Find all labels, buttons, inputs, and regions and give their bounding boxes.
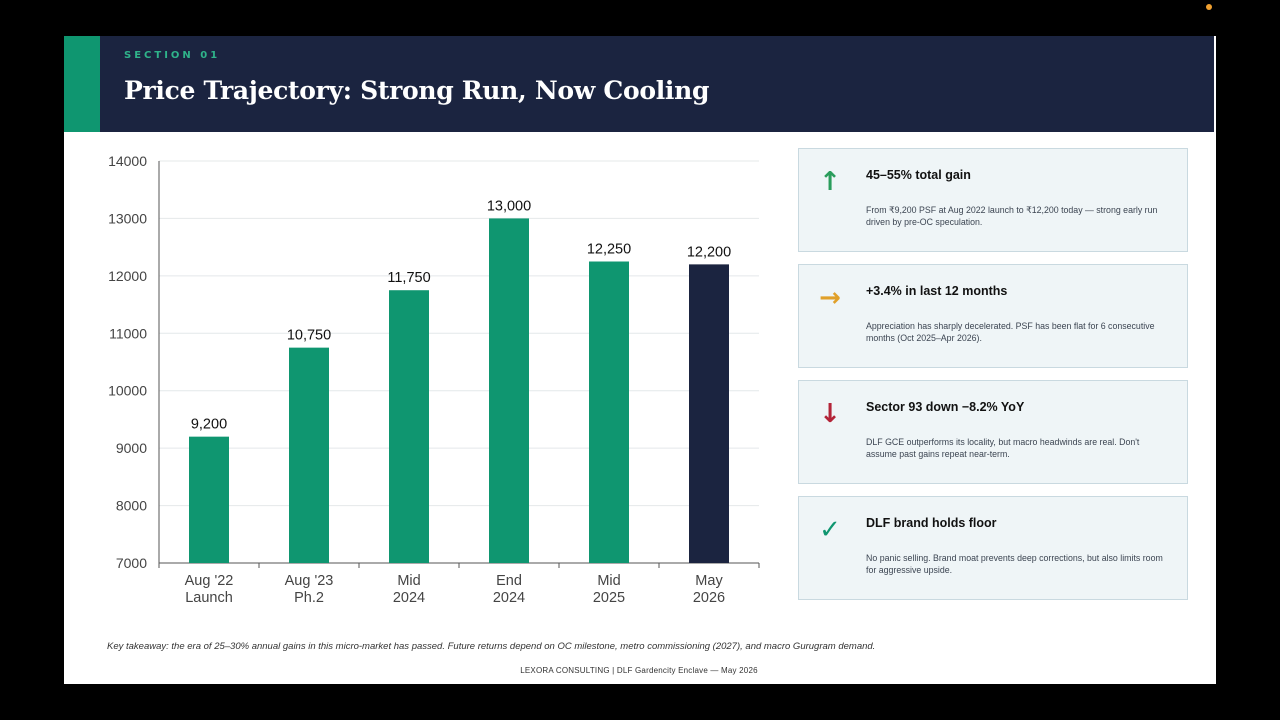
bar [489, 218, 529, 563]
card-title: +3.4% in last 12 months [866, 284, 1008, 298]
slide-footer: LEXORA CONSULTING | DLF Gardencity Encla… [520, 666, 758, 675]
bar [189, 436, 229, 563]
x-tick-label: May [695, 573, 723, 589]
x-tick-label: Aug '23 [285, 573, 334, 589]
key-takeaway: Key takeaway: the era of 25–30% annual g… [107, 641, 876, 652]
card-title: 45–55% total gain [866, 168, 971, 182]
y-tick-label: 10000 [108, 383, 147, 399]
y-tick-label: 12000 [108, 268, 147, 284]
x-tick-label: Mid [397, 573, 420, 589]
x-tick-label: Mid [597, 573, 620, 589]
insight-card-total-gain: ↑ 45–55% total gain From ₹9,200 PSF at A… [798, 148, 1188, 252]
insight-card-sector-93: ↓ Sector 93 down −8.2% YoY DLF GCE outpe… [798, 380, 1188, 484]
data-label: 12,200 [687, 244, 731, 260]
check-icon: ✓ [819, 515, 841, 545]
data-label: 13,000 [487, 198, 531, 214]
x-tick-label: Launch [185, 590, 233, 606]
slide-header: SECTION 01 Price Trajectory: Strong Run,… [64, 36, 1214, 132]
data-label: 12,250 [587, 242, 631, 258]
y-tick-label: 14000 [108, 153, 147, 169]
chart-svg: 7000 8000 9000 10000 11000 12000 13000 14000 9,2… [108, 153, 760, 606]
y-tick-label: 8000 [116, 498, 147, 514]
arrow-up-icon: ↑ [819, 167, 841, 197]
x-tick-label: End [496, 573, 522, 589]
recording-indicator-dot [1206, 4, 1212, 10]
bar [689, 264, 729, 563]
y-tick-label: 9000 [116, 440, 147, 456]
card-title: DLF brand holds floor [866, 516, 997, 530]
arrow-down-icon: ↓ [819, 399, 841, 429]
x-tick-label: 2025 [593, 590, 625, 606]
bar [389, 290, 429, 563]
slide: SECTION 01 Price Trajectory: Strong Run,… [64, 36, 1216, 684]
x-tick-label: Ph.2 [294, 590, 324, 606]
card-body: No panic selling. Brand moat prevents de… [866, 553, 1163, 575]
arrow-right-icon: → [819, 283, 841, 313]
y-tick-label: 7000 [116, 555, 147, 571]
price-bar-chart: 7000 8000 9000 10000 11000 12000 13000 14000 9,2… [64, 136, 784, 616]
header-accent-bar [64, 36, 100, 132]
x-tick-label: 2026 [693, 590, 725, 606]
insight-card-brand-floor: ✓ DLF brand holds floor No panic selling… [798, 496, 1188, 600]
x-tick-label: 2024 [393, 590, 425, 606]
data-label: 9,200 [191, 417, 227, 433]
section-label: SECTION 01 [124, 50, 221, 61]
bar [589, 261, 629, 563]
slide-title: Price Trajectory: Strong Run, Now Coolin… [124, 76, 710, 105]
insight-card-last-12-months: → +3.4% in last 12 months Appreciation h… [798, 264, 1188, 368]
data-label: 10,750 [287, 328, 331, 344]
x-tick-label: 2024 [493, 590, 525, 606]
card-body: From ₹9,200 PSF at Aug 2022 launch to ₹1… [866, 205, 1158, 227]
y-tick-label: 13000 [108, 210, 147, 226]
data-label: 11,750 [387, 270, 430, 286]
y-tick-label: 11000 [109, 325, 147, 341]
x-tick-label: Aug '22 [185, 573, 234, 589]
card-body: Appreciation has sharply decelerated. PS… [866, 321, 1155, 343]
card-title: Sector 93 down −8.2% YoY [866, 400, 1025, 414]
bar [289, 347, 329, 563]
card-body: DLF GCE outperforms its locality, but ma… [866, 437, 1140, 459]
